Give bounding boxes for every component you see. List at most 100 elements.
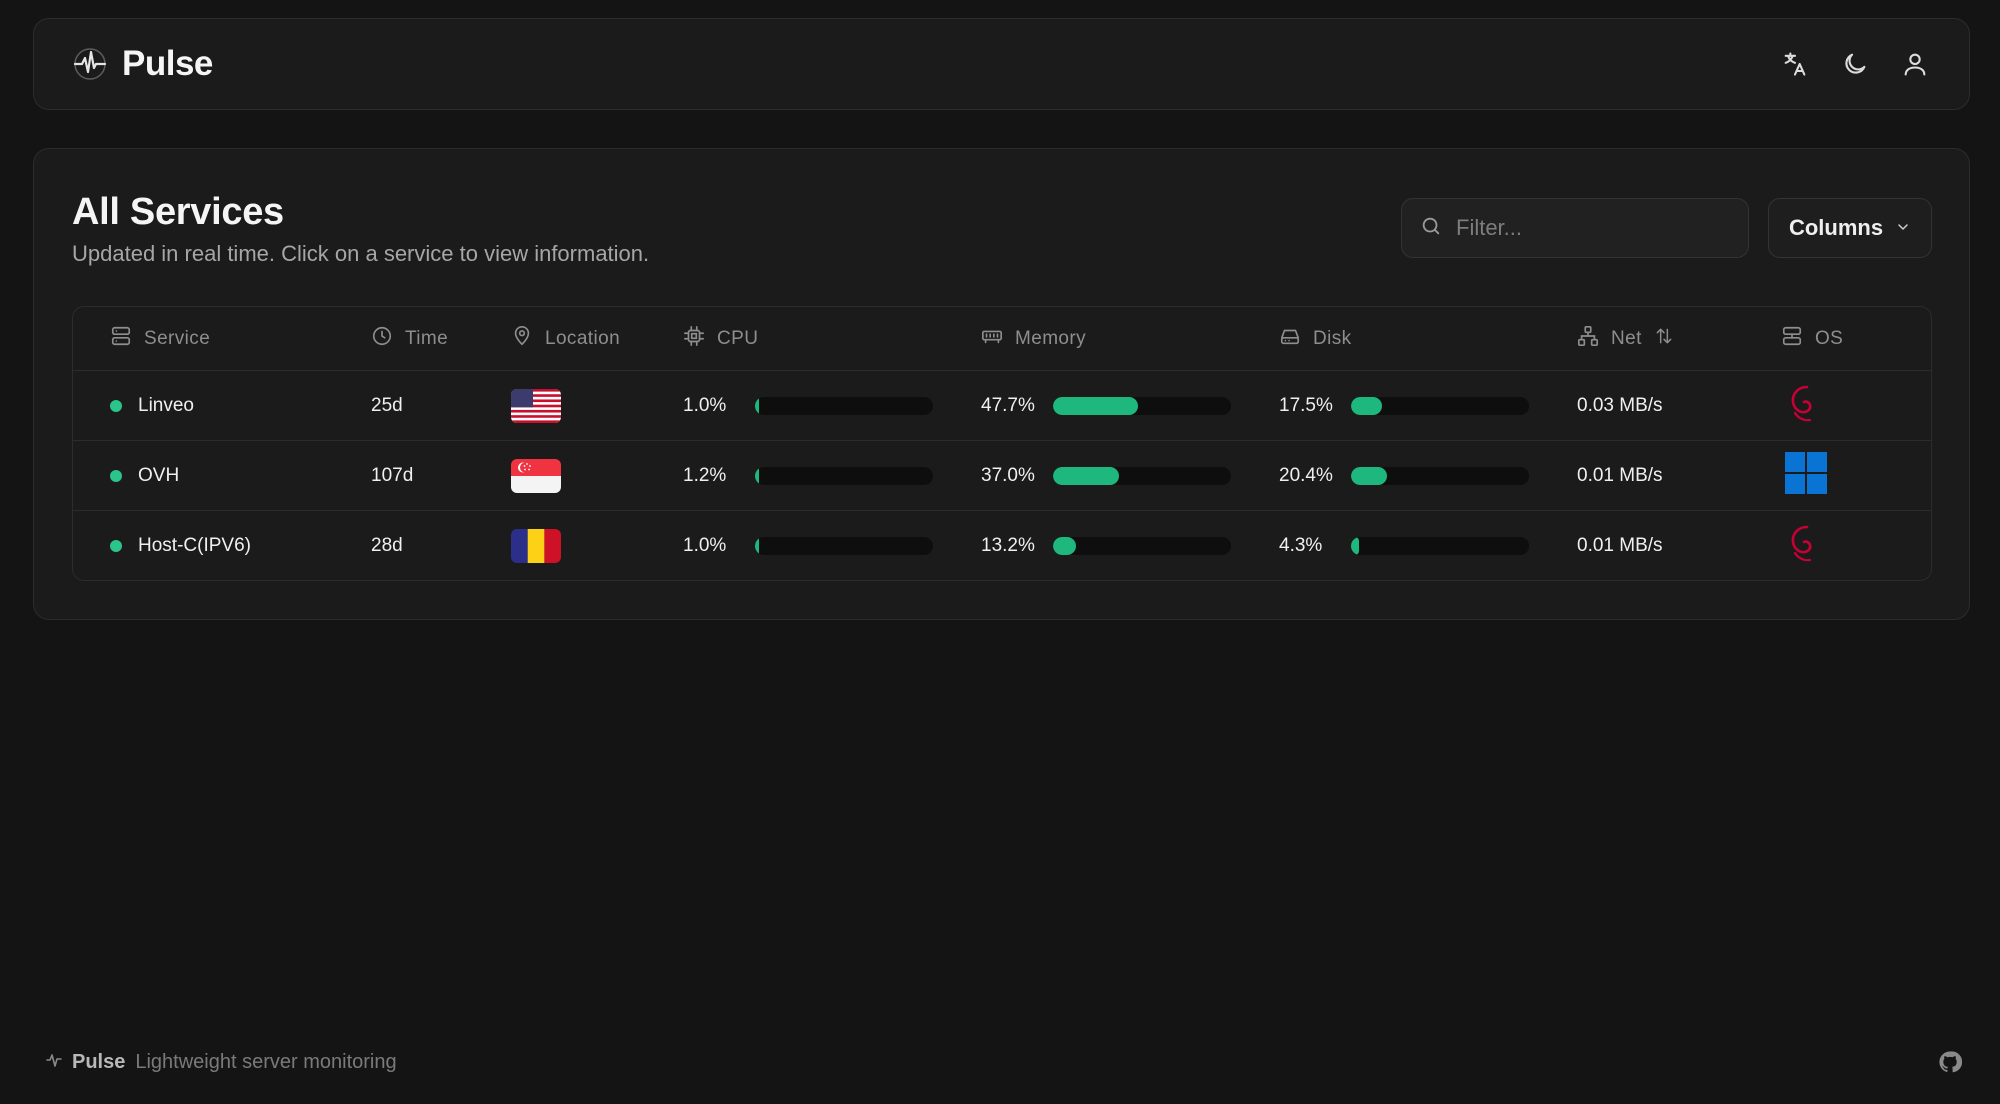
moon-icon[interactable]	[1839, 48, 1871, 80]
cpu-bar-fill	[755, 537, 759, 555]
columns-button[interactable]: Columns	[1768, 198, 1932, 258]
column-header-net[interactable]: Net	[1577, 307, 1674, 371]
column-header-memory[interactable]: Memory	[981, 307, 1086, 371]
page-subtitle: Updated in real time. Click on a service…	[72, 241, 650, 266]
memory-bar	[1053, 467, 1231, 485]
memory-bar	[1053, 537, 1231, 555]
pulse-logo-icon	[72, 46, 108, 82]
disk-value: 20.4%	[1279, 465, 1333, 486]
search-icon	[1420, 215, 1442, 242]
user-icon[interactable]	[1899, 48, 1931, 80]
os-cell	[1785, 511, 1825, 580]
table-body: Linveo 25d 1.0% 47.7% 17.5% 0.03 MB/s OVH 107d 1…	[73, 371, 1931, 580]
net-cell: 0.01 MB/s	[1577, 535, 1663, 556]
location-cell	[511, 511, 561, 580]
disk-bar-fill	[1351, 537, 1359, 555]
flag-ro-icon	[511, 529, 561, 563]
service-name: Host-C(IPV6)	[138, 535, 251, 556]
page-title: All Services	[72, 191, 284, 233]
disk-bar	[1351, 397, 1529, 415]
sort-arrows-icon[interactable]	[1654, 326, 1674, 352]
memory-value: 13.2%	[981, 535, 1035, 556]
disk-value: 17.5%	[1279, 395, 1333, 416]
table-row[interactable]: Host-C(IPV6) 28d 1.0% 13.2% 4.3% 0.01 MB/s	[73, 511, 1931, 580]
footer-brand: Pulse	[72, 1050, 126, 1073]
memory-value: 47.7%	[981, 395, 1035, 416]
cpu-icon	[683, 325, 705, 353]
cpu-cell: 1.0%	[683, 371, 933, 441]
cpu-value: 1.2%	[683, 465, 727, 486]
table-row[interactable]: OVH 107d 1.2% 37.0% 20.4% 0.01 MB/s	[73, 441, 1931, 511]
memory-cell: 37.0%	[981, 441, 1231, 511]
status-online-dot	[110, 400, 122, 412]
disk-cell: 4.3%	[1279, 511, 1529, 580]
memory-bar-fill	[1053, 537, 1077, 555]
footer-tagline: Lightweight server monitoring	[135, 1050, 397, 1073]
windows-icon	[1785, 452, 1827, 500]
cpu-bar	[755, 537, 933, 555]
cpu-cell: 1.0%	[683, 511, 933, 580]
network-icon	[1577, 325, 1599, 353]
column-header-os[interactable]: OS	[1781, 307, 1843, 371]
services-table: Service Time Locat	[72, 306, 1932, 581]
cpu-bar	[755, 467, 933, 485]
os-cell	[1785, 371, 1825, 441]
disk-bar	[1351, 467, 1529, 485]
column-header-location[interactable]: Location	[511, 307, 620, 371]
cpu-bar-fill	[755, 467, 759, 485]
disk-bar	[1351, 537, 1529, 555]
memory-cell: 13.2%	[981, 511, 1231, 580]
cpu-bar	[755, 397, 933, 415]
memory-bar-fill	[1053, 397, 1138, 415]
flag-us-icon	[511, 389, 561, 423]
table-row[interactable]: Linveo 25d 1.0% 47.7% 17.5% 0.03 MB/s	[73, 371, 1931, 441]
uptime-cell: 28d	[371, 535, 403, 556]
cpu-bar-fill	[755, 397, 759, 415]
column-header-service[interactable]: Service	[110, 307, 210, 371]
columns-button-label: Columns	[1788, 215, 1884, 240]
brand[interactable]: Pulse	[72, 44, 213, 84]
server-icon	[110, 325, 132, 353]
service-name: Linveo	[138, 395, 194, 416]
uptime-cell: 25d	[371, 395, 403, 416]
uptime-cell: 107d	[371, 465, 414, 486]
disk-bar-fill	[1351, 467, 1388, 485]
map-pin-icon	[511, 325, 533, 353]
status-online-dot	[110, 470, 122, 482]
cpu-value: 1.0%	[683, 395, 727, 416]
service-cell: Host-C(IPV6)	[110, 511, 251, 580]
location-cell	[511, 441, 561, 511]
net-cell: 0.01 MB/s	[1577, 465, 1663, 486]
brand-name: Pulse	[122, 44, 213, 83]
top-header: Pulse	[33, 18, 1970, 110]
disk-cell: 17.5%	[1279, 371, 1529, 441]
memory-bar	[1053, 397, 1231, 415]
column-header-time[interactable]: Time	[371, 307, 448, 371]
debian-icon	[1785, 381, 1825, 431]
memory-value: 37.0%	[981, 465, 1035, 486]
service-cell: Linveo	[110, 371, 194, 441]
table-header: Service Time Locat	[73, 307, 1931, 371]
disk-bar-fill	[1351, 397, 1383, 415]
disk-cell: 20.4%	[1279, 441, 1529, 511]
os-icon	[1781, 325, 1803, 353]
location-cell	[511, 371, 561, 441]
memory-bar-fill	[1053, 467, 1119, 485]
cpu-cell: 1.2%	[683, 441, 933, 511]
column-header-disk[interactable]: Disk	[1279, 307, 1352, 371]
column-header-cpu[interactable]: CPU	[683, 307, 758, 371]
service-name: OVH	[138, 465, 180, 486]
services-card: All Services Updated in real time. Click…	[33, 148, 1970, 620]
translate-icon[interactable]	[1779, 48, 1811, 80]
net-cell: 0.03 MB/s	[1577, 395, 1663, 416]
github-icon[interactable]	[1938, 1050, 1962, 1074]
debian-icon	[1785, 521, 1825, 571]
filter-field[interactable]	[1401, 198, 1749, 258]
filter-input[interactable]	[1456, 215, 1716, 241]
disk-value: 4.3%	[1279, 535, 1323, 556]
service-cell: OVH	[110, 441, 179, 511]
memory-icon	[981, 325, 1003, 353]
chevron-down-icon	[1895, 215, 1911, 241]
cpu-value: 1.0%	[683, 535, 727, 556]
